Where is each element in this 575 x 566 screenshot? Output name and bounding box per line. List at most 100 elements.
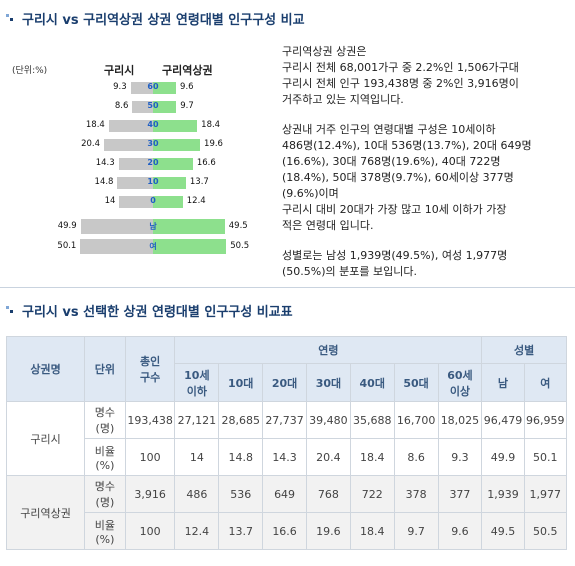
table-row: 구리시 명수 (명) 193,438 27,121 28,685 27,737 39,480… xyxy=(5,401,568,476)
age-label: 60 xyxy=(147,82,159,91)
section-title-2: 구리시 vs 선택한 상권 연령대별 인구구성 비교표 xyxy=(6,300,293,320)
age-label: 20 xyxy=(147,158,159,167)
unit-cell: 명수 (명) xyxy=(84,475,126,513)
unit-cell: 비율 (%) xyxy=(84,438,126,476)
ratio-cell: 9.7 xyxy=(393,512,439,550)
ratio-cell: 14.3 xyxy=(262,438,307,476)
left-bar xyxy=(132,101,153,113)
count-cell: 486 xyxy=(174,475,220,513)
ratio-cell: 16.6 xyxy=(262,512,307,550)
header-age: 60세 이상 xyxy=(437,363,483,402)
ratio-cell: 18.4 xyxy=(349,438,395,476)
pyramid-row: 8.6 9.7 50 xyxy=(0,100,260,114)
count-cell: 536 xyxy=(218,475,264,513)
count-cell: 16,700 xyxy=(393,401,439,439)
gender-label: 여 xyxy=(149,242,157,251)
table-row: 비율 (%) 100 14 14.8 14.3 20.4 18.4 8.6 9.3 49.9 50.… xyxy=(7,438,568,476)
unit-cell: 명수 (명) xyxy=(84,401,126,439)
pyramid-row: 14.3 16.6 20 xyxy=(0,157,260,171)
pyramid-row: 9.3 9.6 60 xyxy=(0,81,260,95)
right-value: 19.6 xyxy=(204,139,223,149)
right-bar xyxy=(153,101,177,113)
area-name: 구리역상권 xyxy=(5,475,86,550)
count-cell: 27,737 xyxy=(262,401,307,439)
right-bar xyxy=(153,219,225,234)
count-cell: 28,685 xyxy=(218,401,264,439)
description-paragraph: 성별로는 남성 1,939명(49.5%), 여성 1,977명 (50.5%)… xyxy=(282,249,508,278)
left-bar xyxy=(80,219,153,234)
header-age: 20대 xyxy=(262,363,307,402)
right-value: 12.4 xyxy=(186,196,206,206)
description-paragraph: 구리역상권 상권은 구리시 전체 68,001가구 중 2.2%인 1,506가… xyxy=(282,45,519,106)
description-paragraph: 상권내 거주 인구의 연령대별 구성은 10세이하 486명(12.4%), 1… xyxy=(282,123,532,232)
divider xyxy=(0,287,575,288)
ratio-cell: 18.4 xyxy=(349,512,395,550)
left-value: 14.8 xyxy=(94,177,114,187)
count-cell: 377 xyxy=(437,475,483,513)
ratio-cell: 49.9 xyxy=(481,438,525,476)
header-age-group: 연령 xyxy=(174,336,483,364)
ratio-cell: 14 xyxy=(174,438,220,476)
area-name: 구리시 xyxy=(5,401,86,476)
left-value: 14.3 xyxy=(95,158,115,168)
ratio-cell: 100 xyxy=(124,438,176,476)
left-bar xyxy=(108,120,153,132)
header-age: 50대 xyxy=(393,363,439,402)
left-value: 8.6 xyxy=(114,101,129,111)
count-cell: 39,480 xyxy=(305,401,351,439)
gender-label: 남 xyxy=(149,222,157,231)
left-value: 9.3 xyxy=(113,82,127,92)
count-cell: 649 xyxy=(262,475,307,513)
right-bar xyxy=(153,177,186,189)
header-gender: 남 xyxy=(481,363,525,402)
left-value: 14 xyxy=(104,196,116,206)
unit-cell: 비율 (%) xyxy=(84,512,126,550)
population-table: 상권명 단위 총인 구수 연령 성별 10세 이하 10대 20대 30대 40대 50대… xyxy=(5,336,568,550)
ratio-cell: 19.6 xyxy=(305,512,351,550)
ratio-cell: 13.7 xyxy=(218,512,264,550)
pyramid-gender-row: 49.9 49.5 남 xyxy=(0,218,260,234)
section-title-1: 구리시 vs 구리역상권 상권 연령대별 인구구성 비교 xyxy=(6,8,305,28)
count-cell: 193,438 xyxy=(124,401,176,439)
right-bar xyxy=(153,158,193,170)
unit-label: (단위:%) xyxy=(12,66,48,76)
left-column-header: 구리시 xyxy=(104,64,135,77)
right-value: 50.5 xyxy=(230,241,250,251)
count-cell: 3,916 xyxy=(124,475,176,513)
bullet-icon xyxy=(6,14,14,22)
right-value: 49.5 xyxy=(228,221,248,231)
header-gender-group: 성별 xyxy=(481,336,567,364)
left-bar xyxy=(118,158,153,170)
count-cell: 378 xyxy=(393,475,439,513)
header-total: 총인 구수 xyxy=(124,336,176,402)
ratio-cell: 50.5 xyxy=(523,512,568,550)
section-title-text: 구리시 vs 선택한 상권 연령대별 인구구성 비교표 xyxy=(22,304,293,320)
ratio-cell: 9.3 xyxy=(437,438,483,476)
right-value: 18.4 xyxy=(201,120,221,130)
table-row: 비율 (%) 100 12.4 13.7 16.6 19.6 18.4 9.7 9.6 49.5 5… xyxy=(7,512,568,550)
right-value: 16.6 xyxy=(196,158,216,168)
count-cell: 96,959 xyxy=(523,401,568,439)
header-age: 40대 xyxy=(349,363,395,402)
right-bar xyxy=(153,120,198,132)
description: 구리역상권 상권은 구리시 전체 68,001가구 중 2.2%인 1,506가… xyxy=(282,44,552,280)
age-label: 40 xyxy=(147,120,159,129)
pyramid-row: 20.4 19.6 30 xyxy=(0,138,260,152)
left-bar xyxy=(130,82,153,94)
left-bar xyxy=(117,177,153,189)
left-bar xyxy=(119,196,153,208)
header-age: 10대 xyxy=(218,363,264,402)
right-value: 9.7 xyxy=(180,101,194,111)
right-column-header: 구리역상권 xyxy=(162,64,213,77)
ratio-cell: 100 xyxy=(124,512,176,550)
count-cell: 1,977 xyxy=(523,475,568,513)
left-bar xyxy=(104,139,153,151)
age-label: 50 xyxy=(147,101,159,110)
pyramid-row: 14 12.4 0 xyxy=(0,195,260,209)
count-cell: 18,025 xyxy=(437,401,483,439)
pyramid-row: 14.8 13.7 10 xyxy=(0,176,260,190)
left-bar xyxy=(80,239,153,254)
count-cell: 35,688 xyxy=(349,401,395,439)
right-bar xyxy=(153,239,227,254)
age-label: 30 xyxy=(147,139,159,148)
